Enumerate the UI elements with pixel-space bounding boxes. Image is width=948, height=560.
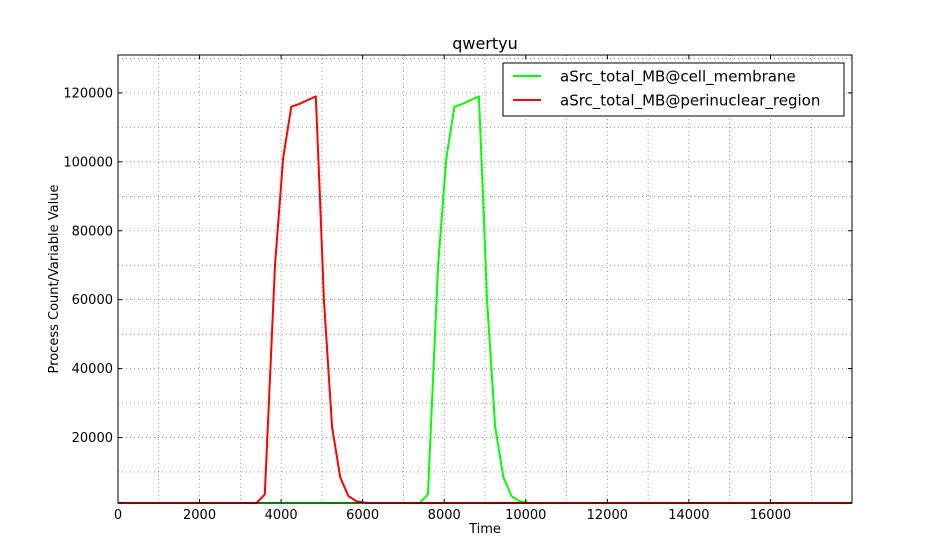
y-tick-label: 20000 (72, 431, 113, 446)
x-tick-label: 14000 (668, 508, 709, 523)
y-tick-label: 60000 (72, 293, 113, 308)
x-axis-label: Time (468, 522, 501, 537)
series-line-2 (118, 95, 852, 504)
y-tick-label: 40000 (72, 362, 113, 377)
axis-ticks: 0 2000 4000 6000 8000 10000 12000 14000 16000 200… (63, 55, 852, 523)
y-tick-label: 100000 (63, 155, 113, 170)
x-tick-label: 8000 (428, 508, 461, 523)
x-tick-label: 12000 (587, 508, 628, 523)
y-tick-label: 120000 (63, 86, 113, 101)
x-tick-label: 2000 (183, 508, 216, 523)
x-tick-label: 4000 (265, 508, 298, 523)
x-tick-label: 16000 (750, 508, 791, 523)
y-axis-label: Process Count/Variable Value (47, 185, 62, 374)
grid (118, 55, 852, 503)
x-tick-label: 10000 (505, 508, 546, 523)
x-tick-label: 6000 (346, 508, 379, 523)
series-line-1 (118, 95, 852, 504)
legend: aSrc_total_MB@cell_membrane aSrc_total_MB… (502, 62, 845, 117)
legend-label: aSrc_total_MB@perinuclear_region (560, 92, 820, 111)
chart-title: qwertyu (452, 34, 518, 53)
y-tick-label: 80000 (72, 224, 113, 239)
legend-label: aSrc_total_MB@cell_membrane (560, 68, 796, 87)
series-lines (118, 95, 852, 504)
plot-frame (117, 54, 853, 504)
x-tick-label: 0 (114, 508, 122, 523)
legend-box (502, 62, 845, 117)
